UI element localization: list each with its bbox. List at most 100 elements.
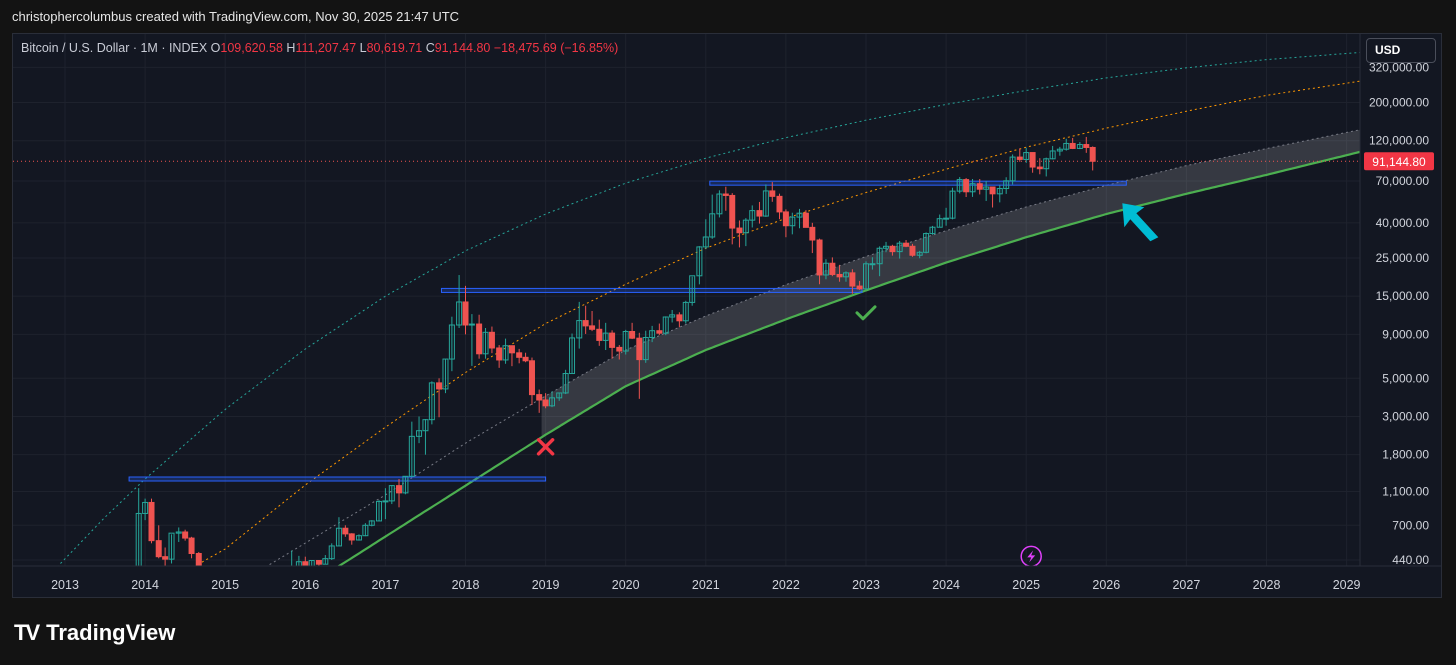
candle-body xyxy=(362,524,369,537)
candle-body xyxy=(696,246,703,277)
y-tick-label: 5,000.00 xyxy=(1382,371,1429,385)
candle xyxy=(996,184,1003,203)
candle xyxy=(428,381,435,425)
candle-body xyxy=(482,331,489,355)
candle xyxy=(849,269,856,294)
candle xyxy=(516,348,523,364)
lightning-icon xyxy=(1020,545,1042,568)
candle xyxy=(328,543,335,560)
candle xyxy=(1029,152,1036,173)
candle xyxy=(609,330,616,359)
last-price-value: 91,144.80 xyxy=(1372,155,1426,169)
channel-band xyxy=(541,127,1371,438)
candle-body xyxy=(1009,156,1016,182)
candle-body xyxy=(368,520,375,526)
candle xyxy=(736,220,743,248)
candle-body xyxy=(876,247,883,265)
candle-body xyxy=(1063,142,1070,150)
candle-body xyxy=(863,263,869,290)
candle-body xyxy=(1036,166,1043,170)
candle-body xyxy=(549,397,556,407)
candle-body xyxy=(636,337,643,361)
candle-body xyxy=(923,233,930,253)
candle-body xyxy=(516,352,523,358)
x-tick-label: 2017 xyxy=(371,578,399,592)
candle xyxy=(528,357,535,405)
x-tick-label: 2016 xyxy=(291,578,319,592)
candle xyxy=(769,182,776,202)
y-tick-label: 320,000.00 xyxy=(1369,60,1429,74)
candle xyxy=(1063,138,1070,151)
candle xyxy=(696,246,703,285)
candle-body xyxy=(522,356,529,362)
high-value: 111,207.47 xyxy=(295,41,357,55)
candle xyxy=(676,312,683,328)
price-chart[interactable]: 320,000.00 200,000.00 120,000.00 70,000.00 4… xyxy=(13,34,1442,598)
candle xyxy=(375,500,382,522)
candle-body xyxy=(649,330,656,338)
candle xyxy=(903,239,910,248)
candle xyxy=(1049,145,1056,160)
candle-body xyxy=(829,262,836,275)
candle-body xyxy=(542,399,549,407)
candle xyxy=(842,271,849,282)
candle xyxy=(929,225,936,235)
candle xyxy=(488,326,495,354)
candle-body xyxy=(148,501,155,542)
candle-body xyxy=(976,183,983,190)
candle xyxy=(802,210,809,228)
candle-body xyxy=(622,331,629,352)
candle xyxy=(989,186,996,208)
candle-body xyxy=(963,179,970,193)
candle xyxy=(335,517,342,547)
candle-body xyxy=(929,226,936,235)
candle-body xyxy=(816,239,823,276)
candle xyxy=(1043,157,1050,177)
candle xyxy=(682,300,689,324)
candle-body xyxy=(168,532,175,560)
grid-lines xyxy=(13,34,1360,566)
candle-body xyxy=(996,188,1003,195)
candle xyxy=(836,264,843,282)
y-tick-label: 25,000.00 xyxy=(1376,251,1430,265)
candle-body xyxy=(1076,144,1083,149)
candle-body xyxy=(162,556,169,560)
candle-body xyxy=(155,540,162,558)
candle-body xyxy=(462,301,469,326)
y-tick-label: 1,100.00 xyxy=(1382,484,1429,498)
candle-body xyxy=(802,212,809,228)
candle-body xyxy=(175,531,182,534)
x-tick-label: 2018 xyxy=(452,578,480,592)
currency-button[interactable]: USD xyxy=(1366,38,1436,63)
y-tick-label: 9,000.00 xyxy=(1382,327,1429,341)
candle xyxy=(916,250,923,259)
open-label: O xyxy=(210,41,221,55)
candle xyxy=(322,555,329,565)
x-tick-label: 2021 xyxy=(692,578,720,592)
candle xyxy=(396,479,403,508)
candle xyxy=(923,232,930,254)
candle xyxy=(448,316,455,372)
arrow-icon xyxy=(1122,203,1159,242)
candle-body xyxy=(1003,180,1010,190)
chart-panel[interactable]: 320,000.00 200,000.00 120,000.00 70,000.00 4… xyxy=(12,33,1442,598)
candle xyxy=(816,238,823,285)
candle-body xyxy=(782,211,789,227)
candle xyxy=(468,314,475,366)
candle-body xyxy=(416,430,423,437)
candle-body xyxy=(596,328,603,341)
x-tick-label: 2024 xyxy=(932,578,960,592)
level-box xyxy=(128,476,547,482)
price-axis-bg xyxy=(1360,34,1441,597)
candle-body xyxy=(729,194,736,229)
tradingview-logo-icon: TV xyxy=(14,620,40,645)
candle-body xyxy=(676,314,683,322)
candle xyxy=(462,285,469,335)
candle xyxy=(168,532,175,564)
candle-body xyxy=(1083,144,1090,148)
candle xyxy=(422,419,429,455)
candle xyxy=(762,184,769,217)
y-tick-label: 440.00 xyxy=(1392,553,1429,567)
candle xyxy=(809,222,816,254)
y-tick-label: 70,000.00 xyxy=(1376,174,1430,188)
